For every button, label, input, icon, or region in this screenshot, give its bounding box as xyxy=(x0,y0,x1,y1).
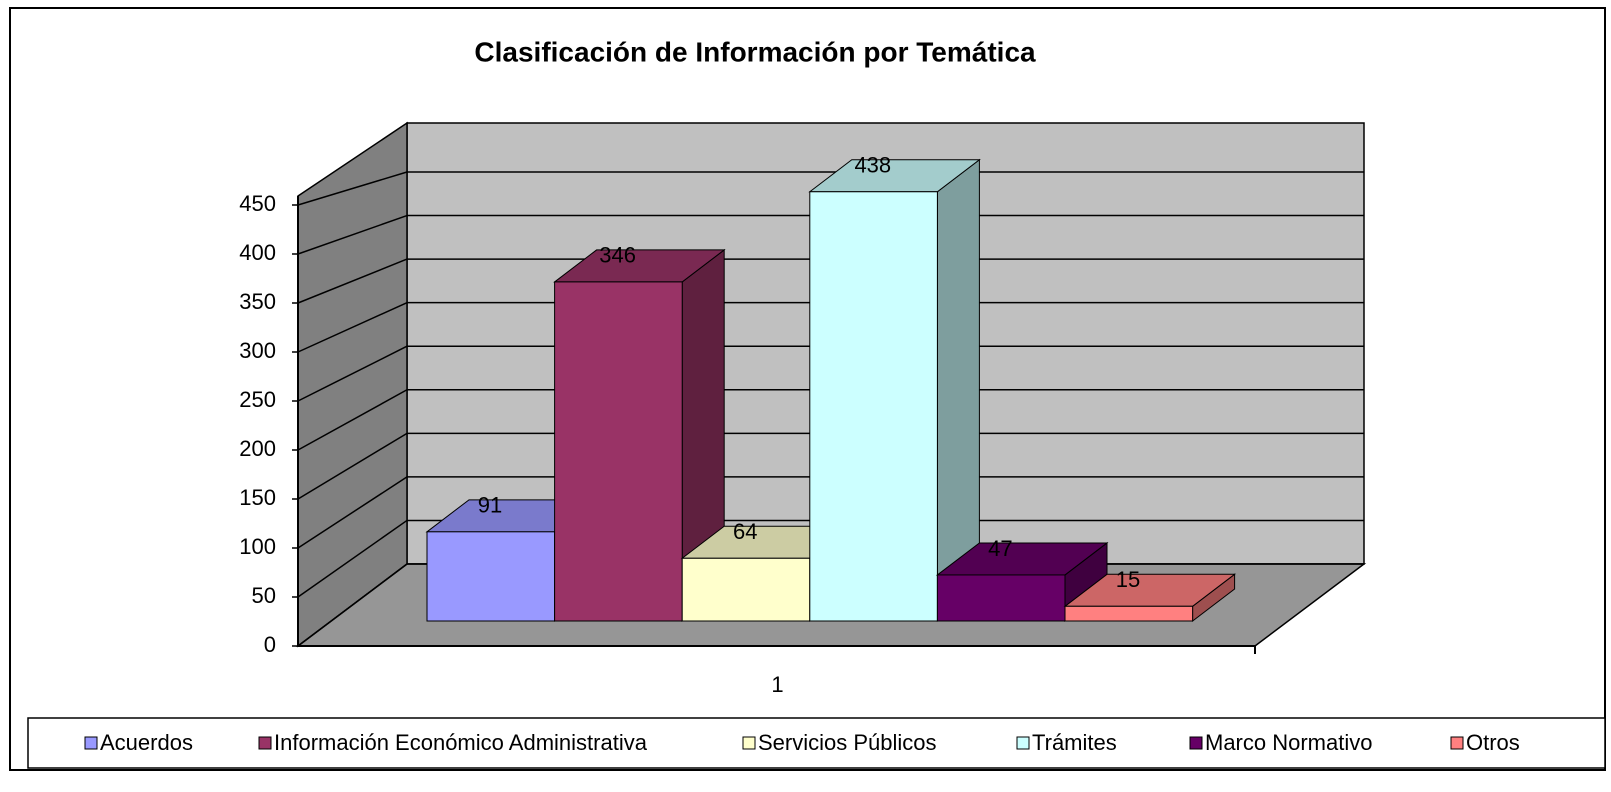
side-wall xyxy=(297,121,408,648)
bar xyxy=(681,557,811,622)
grid-line xyxy=(297,519,408,598)
legend-marker xyxy=(1016,736,1030,750)
data-label: 47 xyxy=(988,536,1012,561)
grid-line xyxy=(297,389,408,451)
legend-marker xyxy=(258,736,272,750)
grid-line xyxy=(297,476,408,549)
grid-line xyxy=(297,432,408,500)
data-label: 346 xyxy=(599,243,636,268)
bar xyxy=(554,281,683,622)
y-tick-label: 300 xyxy=(239,338,276,363)
data-label: 91 xyxy=(478,493,502,518)
bar xyxy=(809,191,938,622)
y-tick-label: 450 xyxy=(239,191,276,216)
bar xyxy=(426,531,556,622)
y-tick-label: 350 xyxy=(239,289,276,314)
y-tick-label: 100 xyxy=(239,534,276,559)
legend-marker xyxy=(1450,736,1464,750)
chart-title: Clasificación de Información por Temátic… xyxy=(474,36,1036,67)
legend-marker xyxy=(742,736,756,750)
legend-box xyxy=(27,717,1606,769)
y-tick-label: 0 xyxy=(264,632,276,657)
grid-line xyxy=(297,301,408,353)
y-tick-label: 150 xyxy=(239,485,276,510)
legend-label: Marco Normativo xyxy=(1205,730,1372,755)
y-tick-label: 200 xyxy=(239,436,276,461)
grid-line xyxy=(297,171,408,206)
grid-line xyxy=(297,214,408,255)
legend-label: Trámites xyxy=(1032,730,1117,755)
data-label: 64 xyxy=(733,519,757,544)
bar xyxy=(1064,605,1194,622)
y-tick-label: 400 xyxy=(239,240,276,265)
grid-line xyxy=(297,258,408,304)
legend-marker xyxy=(1189,736,1203,750)
data-label: 15 xyxy=(1116,567,1140,592)
data-label: 438 xyxy=(854,153,891,178)
grid-line xyxy=(297,345,408,402)
bar xyxy=(936,574,1066,622)
y-tick-label: 50 xyxy=(252,583,276,608)
y-tick-label: 250 xyxy=(239,387,276,412)
legend-marker xyxy=(84,736,98,750)
x-tick-label: 1 xyxy=(771,672,783,697)
legend-label: Información Económico Administrativa xyxy=(274,730,648,755)
legend-label: Acuerdos xyxy=(100,730,193,755)
legend-label: Otros xyxy=(1466,730,1520,755)
legend-label: Servicios Públicos xyxy=(758,730,937,755)
grid-line xyxy=(297,563,408,647)
